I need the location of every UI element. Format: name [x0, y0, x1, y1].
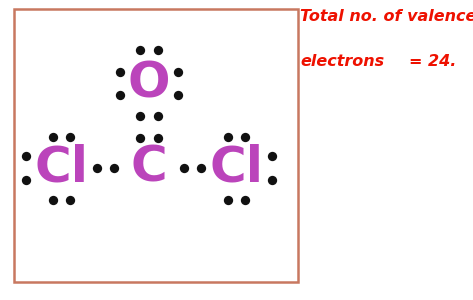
Text: = 24.: = 24.: [409, 54, 456, 69]
Point: [110, 166, 117, 170]
Point: [241, 134, 249, 139]
Point: [137, 47, 144, 52]
Point: [180, 166, 188, 170]
Point: [66, 197, 74, 202]
Point: [224, 134, 232, 139]
Point: [137, 136, 144, 140]
Point: [154, 136, 161, 140]
Point: [49, 134, 57, 139]
Text: Total no. of valence: Total no. of valence: [300, 9, 473, 24]
Point: [175, 70, 182, 74]
Point: [224, 197, 232, 202]
Text: Cl: Cl: [210, 144, 263, 192]
Point: [197, 166, 205, 170]
Point: [137, 113, 144, 118]
Point: [175, 92, 182, 97]
Point: [22, 178, 30, 182]
Point: [66, 134, 74, 139]
Point: [49, 197, 57, 202]
Point: [154, 47, 161, 52]
Text: C: C: [131, 144, 167, 192]
Text: O: O: [128, 60, 170, 108]
Point: [154, 113, 161, 118]
Point: [116, 70, 123, 74]
Point: [268, 178, 276, 182]
Point: [241, 197, 249, 202]
Text: Cl: Cl: [35, 144, 88, 192]
Point: [22, 154, 30, 158]
Point: [116, 92, 123, 97]
Point: [268, 154, 276, 158]
Point: [93, 166, 101, 170]
Text: electrons: electrons: [300, 54, 385, 69]
Bar: [14, 9, 298, 282]
